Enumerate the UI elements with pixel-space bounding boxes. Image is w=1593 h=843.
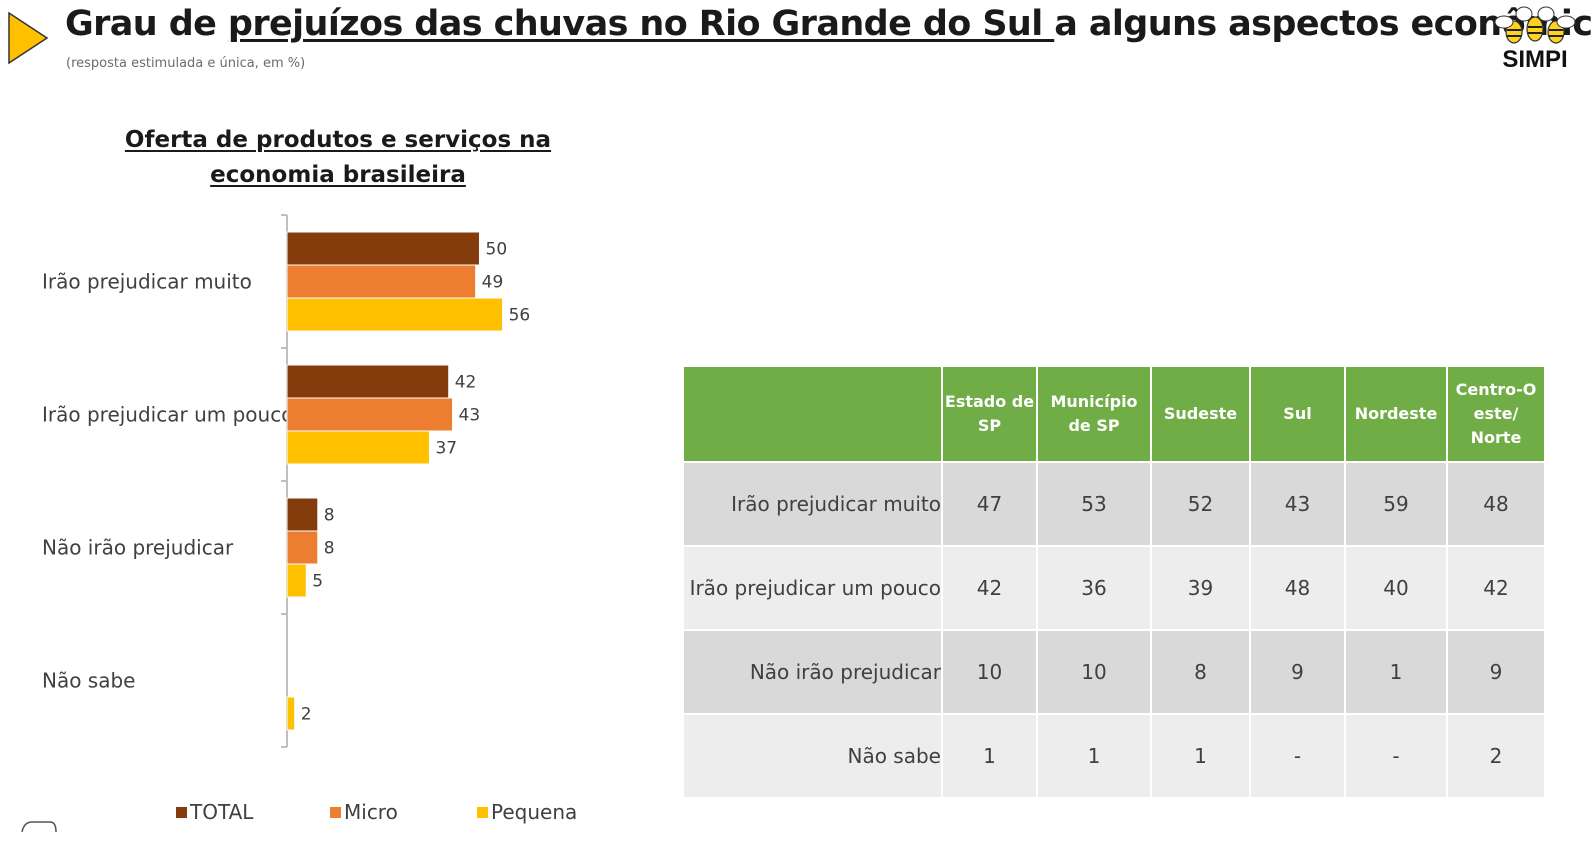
table-cell: 1	[1344, 629, 1448, 715]
row-label: Irão prejudicar um pouco	[682, 545, 943, 631]
legend-item-pequena: Pequena	[477, 800, 577, 824]
table-header-estado-sp: Estado de SP	[941, 365, 1038, 463]
bar-total	[286, 231, 480, 266]
legend-label-micro: Micro	[344, 800, 398, 824]
table-header-nordeste: Nordeste	[1344, 365, 1448, 463]
bar-total	[286, 497, 319, 532]
table-cell: 47	[941, 461, 1038, 547]
data-label: 42	[455, 373, 477, 393]
table-cell: 53	[1036, 461, 1152, 547]
table-header-blank	[682, 365, 943, 463]
data-label: 50	[486, 240, 508, 260]
bar-micro	[286, 397, 454, 432]
title-part-2: prejuízos das chuvas no Rio Grande do Su…	[227, 4, 1055, 44]
legend-swatch-pequena	[477, 806, 488, 818]
category-label: Não sabe	[42, 669, 136, 693]
region-table: Estado de SP Município de SP Sudeste Sul…	[682, 365, 1546, 799]
title-part-1: Grau de	[65, 4, 228, 44]
table-cell: 59	[1344, 461, 1448, 547]
table-cell: 48	[1446, 461, 1546, 547]
page-title: Grau de prejuízos das chuvas no Rio Gran…	[65, 4, 1593, 44]
data-label: 49	[482, 273, 504, 293]
table-cell: 40	[1344, 545, 1448, 631]
corner-mark-icon	[21, 821, 57, 833]
table-cell: 2	[1446, 713, 1546, 799]
table-header-municipio-sp: Município de SP	[1036, 365, 1152, 463]
table-cell: 52	[1150, 461, 1251, 547]
table-cell: 48	[1249, 545, 1346, 631]
table-header-sul: Sul	[1249, 365, 1346, 463]
table-cell: 8	[1150, 629, 1251, 715]
table-header-centro-oeste-norte: Centro-O este/ Norte	[1446, 365, 1546, 463]
bar-pequena	[286, 297, 504, 332]
data-label: 5	[312, 572, 323, 592]
legend-label-pequena: Pequena	[491, 800, 578, 824]
data-label: 2	[301, 705, 312, 725]
data-label: 37	[435, 439, 457, 459]
simpi-logo: SIMPI	[1482, 2, 1588, 74]
table-cell: 10	[1036, 629, 1152, 715]
bar-micro	[286, 530, 319, 565]
data-label: 43	[459, 406, 481, 426]
play-arrow-icon	[8, 11, 49, 65]
table-cell: 36	[1036, 545, 1152, 631]
row-label: Irão prejudicar muito	[682, 461, 943, 547]
category-label: Irão prejudicar um pouco	[42, 403, 293, 427]
page-subtitle: (resposta estimulada e única, em %)	[66, 56, 306, 71]
data-label: 8	[324, 506, 335, 526]
table-cell: 9	[1446, 629, 1546, 715]
table-row: Irão prejudicar um pouco 42 36 39 48 40 …	[682, 545, 1546, 631]
table-cell: 9	[1249, 629, 1346, 715]
legend-item-micro: Micro	[330, 800, 398, 824]
table-cell: 42	[941, 545, 1038, 631]
table-header-sudeste: Sudeste	[1150, 365, 1251, 463]
table-cell: 10	[941, 629, 1038, 715]
data-label: 8	[324, 539, 335, 559]
legend-swatch-total	[176, 806, 187, 818]
table-cell: 1	[1036, 713, 1152, 799]
legend-label-total: TOTAL	[190, 800, 254, 824]
bar-total	[286, 364, 450, 399]
table-cell: 1	[941, 713, 1038, 799]
bar-pequena	[286, 696, 296, 731]
table-cell: 42	[1446, 545, 1546, 631]
table-cell: -	[1249, 713, 1346, 799]
table-cell: 43	[1249, 461, 1346, 547]
table-row: Não sabe 1 1 1 - - 2	[682, 713, 1546, 799]
category-label: Irão prejudicar muito	[42, 270, 252, 294]
bar-pequena	[286, 563, 307, 598]
chart-title: Oferta de produtos e serviços na economi…	[124, 127, 552, 188]
table-header-row: Estado de SP Município de SP Sudeste Sul…	[682, 365, 1546, 463]
logo-text: SIMPI	[1502, 46, 1568, 73]
legend-swatch-micro	[330, 806, 341, 818]
bar-pequena	[286, 430, 430, 465]
table-cell: 39	[1150, 545, 1251, 631]
table-row: Não irão prejudicar 10 10 8 9 1 9	[682, 629, 1546, 715]
table-row: Irão prejudicar muito 47 53 52 43 59 48	[682, 461, 1546, 547]
category-label: Não irão prejudicar	[42, 536, 234, 560]
table-cell: -	[1344, 713, 1448, 799]
row-label: Não sabe	[682, 713, 943, 799]
bees-icon	[1494, 6, 1576, 44]
legend-item-total: TOTAL	[176, 800, 253, 824]
table-cell: 1	[1150, 713, 1251, 799]
row-label: Não irão prejudicar	[682, 629, 943, 715]
data-label: 56	[509, 306, 531, 326]
bar-micro	[286, 264, 477, 299]
